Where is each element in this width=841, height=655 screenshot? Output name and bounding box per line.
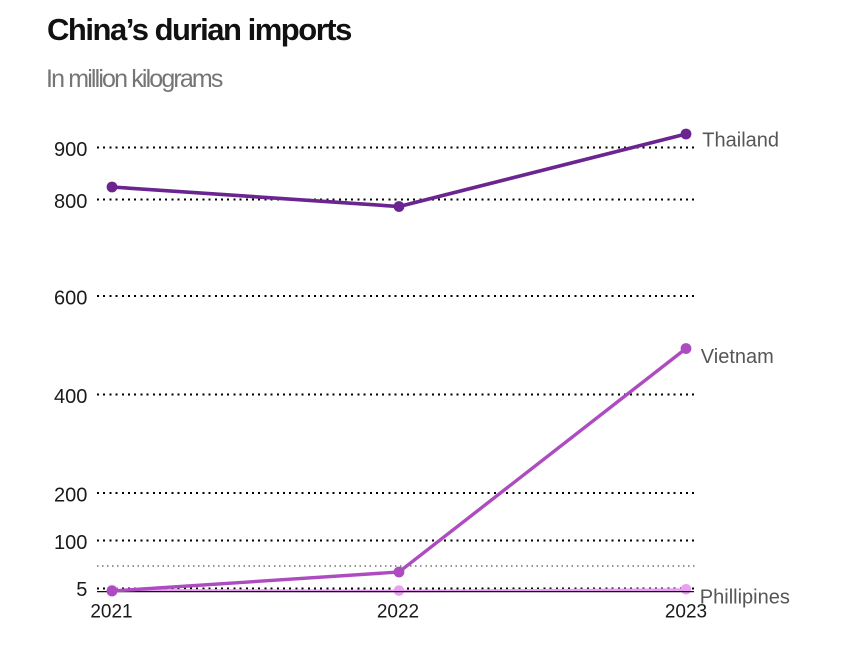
svg-text:Thailand: Thailand xyxy=(702,130,779,152)
svg-text:5: 5 xyxy=(76,579,87,601)
svg-text:Vietnam: Vietnam xyxy=(701,346,774,368)
svg-text:100: 100 xyxy=(54,532,87,554)
svg-text:2022: 2022 xyxy=(377,602,419,623)
svg-text:400: 400 xyxy=(54,386,87,408)
svg-text:2023: 2023 xyxy=(665,602,707,623)
svg-text:Phillipines: Phillipines xyxy=(700,587,790,609)
svg-text:800: 800 xyxy=(54,191,87,213)
svg-text:2021: 2021 xyxy=(90,602,132,623)
svg-text:200: 200 xyxy=(54,484,87,506)
svg-text:600: 600 xyxy=(54,287,87,309)
svg-text:900: 900 xyxy=(54,139,87,161)
